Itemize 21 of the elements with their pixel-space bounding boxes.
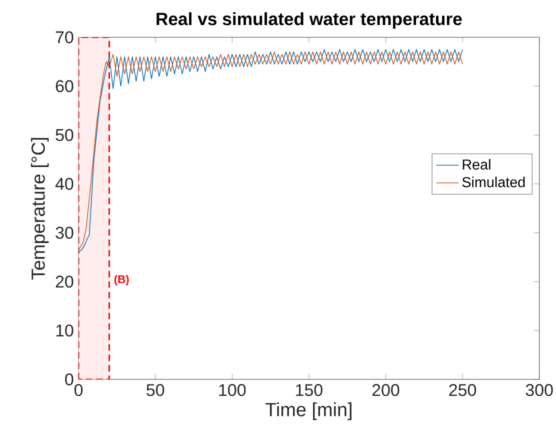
y-tick-label: 20	[56, 276, 74, 288]
x-tick-label: 0	[74, 384, 83, 396]
y-tick-label: 10	[56, 324, 74, 336]
x-tick-label: 300	[526, 384, 553, 396]
y-tick-label: 70	[56, 31, 74, 44]
legend-label: Simulated	[462, 176, 525, 188]
x-tick-label: 150	[296, 384, 322, 396]
y-tick-label: 40	[55, 178, 74, 190]
y-tick-label: 50	[56, 128, 74, 141]
x-tick-label: 250	[449, 384, 476, 396]
chart-title: Real vs simulated water temperature	[156, 12, 462, 29]
x-tick-label: 50	[146, 384, 164, 396]
x-tick-label: 100	[219, 384, 246, 396]
y-tick-label: 30	[56, 226, 74, 239]
x-axis-title: Time [min]	[265, 402, 352, 420]
y-axis-title: Temperature [°C]	[30, 138, 49, 280]
y-tick-label: 0	[65, 373, 74, 386]
x-tick-label: 200	[372, 384, 400, 396]
band-label: (B)	[114, 274, 129, 286]
legend-label: Real	[462, 159, 490, 170]
y-tick-label: 60	[56, 80, 74, 92]
